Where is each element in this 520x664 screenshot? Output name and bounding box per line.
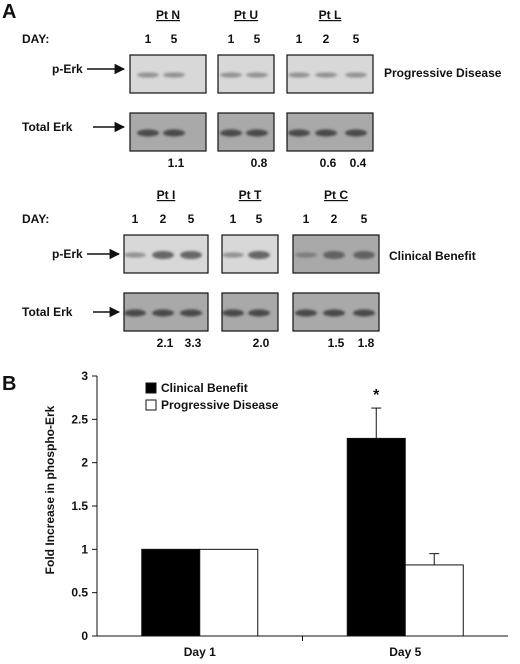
day-label: 5	[353, 32, 360, 46]
progressive-disease-label: Progressive Disease	[384, 66, 502, 80]
fold-ratio-label: 0.8	[251, 156, 268, 170]
perk-band	[288, 72, 310, 78]
total-erk-row-label-2: Total Erk	[22, 305, 73, 319]
total-erk-band	[180, 309, 202, 317]
perk-band	[323, 251, 345, 259]
y-tick-label: 1.5	[71, 499, 88, 513]
clinical-benefit-label: Clinical Benefit	[389, 249, 476, 263]
perk-band	[137, 72, 159, 78]
patient-header-pt-n: Pt N	[156, 8, 180, 22]
day-label: 2	[331, 212, 338, 226]
total-erk-row-label: Total Erk	[22, 120, 73, 134]
patient-header-pt-t: Pt T	[239, 188, 262, 202]
day-label: 5	[256, 212, 263, 226]
patient-header-pt-l: Pt L	[319, 8, 342, 22]
y-tick-label: 0	[81, 629, 88, 643]
total-erk-band	[152, 309, 174, 317]
fold-ratio-label: 0.4	[350, 156, 367, 170]
day-label: 1	[145, 32, 152, 46]
total-erk-band	[246, 129, 268, 137]
day-label: 5	[361, 212, 368, 226]
fold-ratio-label: 1.8	[358, 336, 375, 350]
perk-band	[163, 72, 185, 78]
day-label: 1	[303, 212, 310, 226]
perk-band	[246, 72, 268, 78]
perk-band	[152, 251, 174, 259]
fold-ratio-label: 3.3	[185, 336, 202, 350]
total-erk-band	[295, 309, 317, 317]
perk-row-label: p-Erk	[52, 62, 83, 76]
total-erk-band	[323, 309, 345, 317]
x-tick-label: Day 5	[389, 645, 421, 659]
y-tick-label: 2	[81, 456, 88, 470]
total-erk-band	[220, 129, 242, 137]
total-erk-band	[248, 309, 270, 317]
perk-band	[353, 251, 375, 259]
total-erk-band	[315, 129, 337, 137]
perk-band	[180, 251, 202, 259]
y-tick-label: 3	[81, 369, 88, 383]
fold-ratio-label: 2.0	[253, 336, 270, 350]
perk-band	[345, 72, 367, 78]
total-erk-band	[222, 309, 244, 317]
x-tick-label: Day 1	[184, 645, 216, 659]
bar-progressive-disease	[404, 564, 464, 637]
perk-band	[222, 252, 244, 258]
day-label: 1	[228, 32, 235, 46]
perk-band	[315, 72, 337, 78]
legend-label: Progressive Disease	[161, 398, 279, 412]
total-erk-band	[163, 129, 185, 137]
total-erk-band	[345, 129, 367, 137]
y-tick-label: 1	[81, 542, 88, 556]
bottom-blot-group: Pt I1 2 52.1 3.3Pt T1 52.0Pt C1 2 51.5 1.8	[123, 188, 380, 350]
fold-ratio-label: 0.6	[320, 156, 337, 170]
y-axis-label: Fold Increase in phospho-Erk	[43, 405, 57, 574]
patient-header-pt-i: Pt I	[157, 188, 176, 202]
total-erk-band	[288, 129, 310, 137]
day-label: 1	[132, 212, 139, 226]
day-label: 5	[254, 32, 261, 46]
panel-a-label: A	[2, 1, 16, 23]
y-tick-label: 0.5	[71, 586, 88, 600]
legend-label: Clinical Benefit	[161, 381, 248, 395]
top-blot-group: Pt N 1 5 1.1 Pt U 1 5 0.8 Pt L 1 2 5 0.6 0.4	[129, 8, 374, 170]
total-erk-band	[124, 309, 146, 317]
bar-chart: 0 0.5 1 1.5 2 2.5 3 Day 1 Day 5 * Clinical Benefit…	[71, 369, 508, 659]
day-label: 2	[323, 32, 330, 46]
bar-clinical-benefit	[346, 437, 406, 637]
perk-row-label-2: p-Erk	[52, 247, 83, 261]
day-row-label: DAY:	[22, 32, 49, 46]
y-tick-label: 2.5	[71, 412, 88, 426]
bar-clinical-benefit	[141, 548, 201, 637]
total-erk-band	[353, 309, 375, 317]
day-label: 2	[160, 212, 167, 226]
day-label: 5	[171, 32, 178, 46]
legend-swatch	[145, 399, 157, 411]
patient-header-pt-u: Pt U	[234, 8, 258, 22]
bar-progressive-disease	[199, 548, 259, 637]
day-row-label-2: DAY:	[22, 212, 49, 226]
day-label: 1	[230, 212, 237, 226]
significance-annotation: *	[373, 387, 380, 404]
fold-ratio-label: 2.1	[157, 336, 174, 350]
panel-b-label: B	[2, 373, 16, 395]
fold-ratio-label: 1.5	[328, 336, 345, 350]
legend-swatch	[145, 382, 157, 394]
perk-band	[295, 252, 317, 258]
total-erk-band	[137, 129, 159, 137]
day-label: 5	[188, 212, 195, 226]
perk-band	[220, 72, 242, 78]
patient-header-pt-c: Pt C	[324, 188, 348, 202]
perk-band	[124, 252, 146, 258]
perk-band	[248, 251, 270, 259]
day-label: 1	[296, 32, 303, 46]
fold-ratio-label: 1.1	[168, 156, 185, 170]
